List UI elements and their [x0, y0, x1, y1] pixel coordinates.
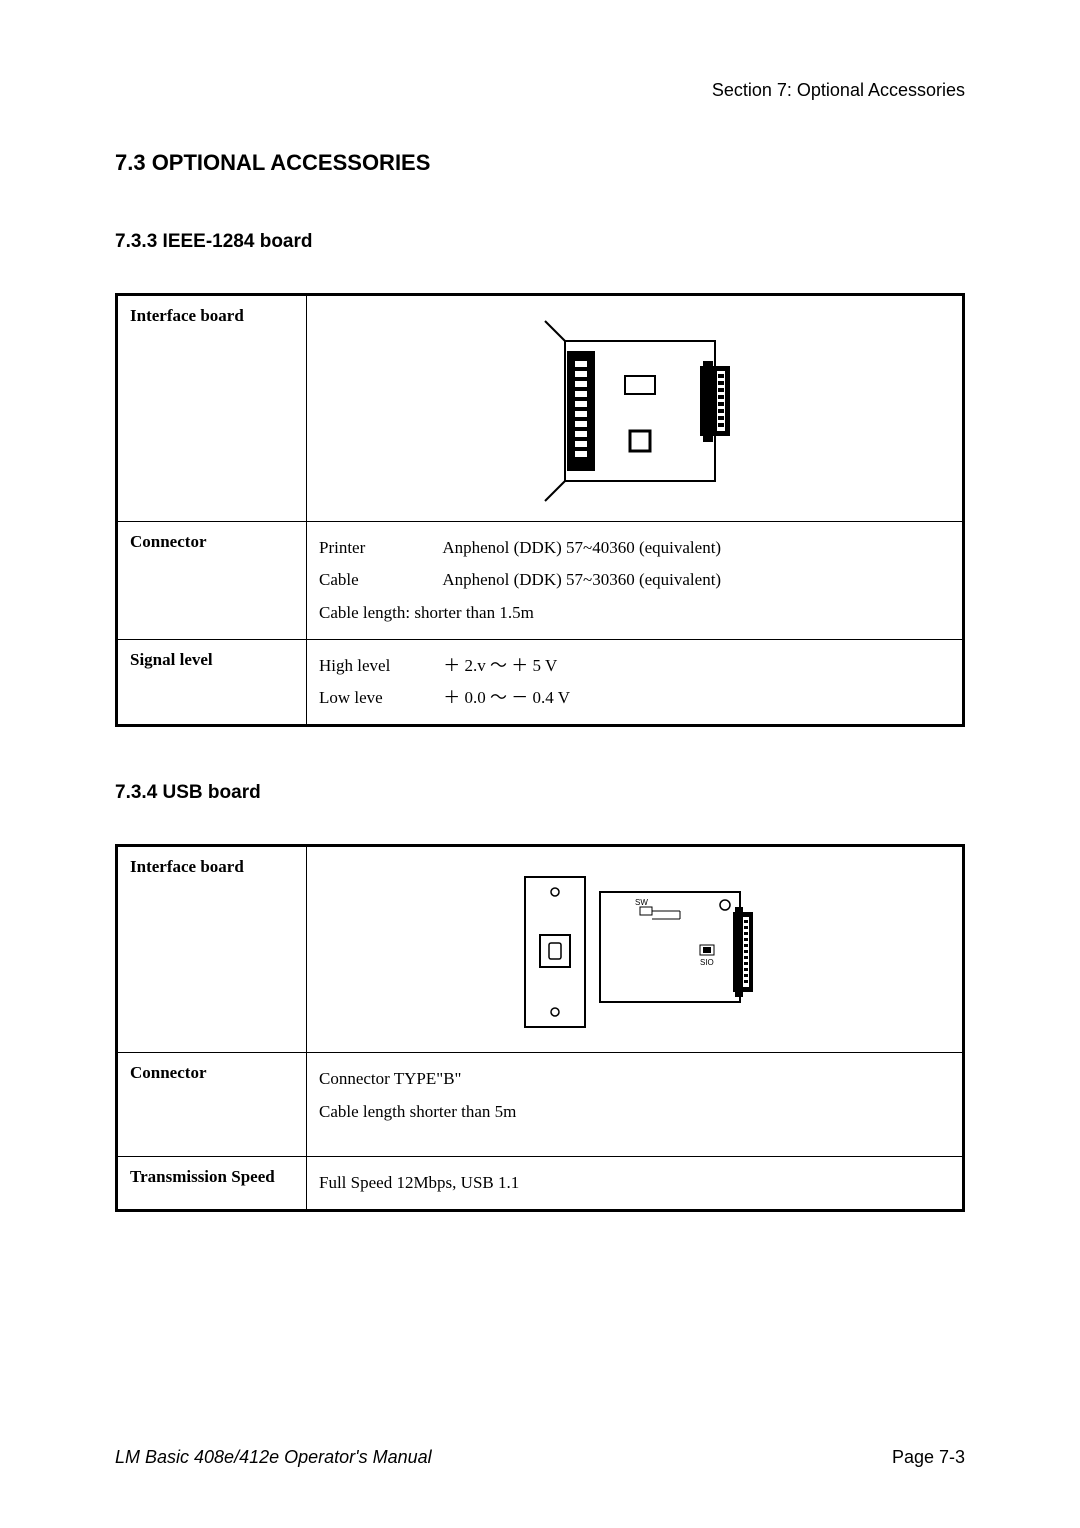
ieee-conn-cable-key: Cable [319, 564, 439, 596]
svg-text:SW: SW [635, 898, 648, 907]
ieee-connector-label: Connector [117, 522, 307, 640]
subsection-usb-title: 7.3.4 USB board [115, 782, 965, 804]
usb-diagram-cell: SW SIO [307, 846, 964, 1053]
page-header-right: Section 7: Optional Accessories [712, 80, 965, 101]
ieee-low-val: ＋ 0.0 ～ － 0.4 V [443, 688, 570, 707]
ieee-board-diagram [505, 306, 765, 506]
usb-cable-length: Cable length shorter than 5m [319, 1096, 950, 1128]
page-footer: LM Basic 408e/412e Operator's Manual Pag… [115, 1447, 965, 1468]
ieee-high-val: ＋ 2.v ～ ＋ 5 V [443, 656, 557, 675]
ieee-signal-value: High level ＋ 2.v ～ ＋ 5 V Low leve ＋ 0.0 … [307, 639, 964, 726]
ieee-low-key: Low leve [319, 682, 439, 714]
footer-manual-title: LM Basic 408e/412e Operator's Manual [115, 1447, 432, 1468]
ieee-conn-printer-key: Printer [319, 532, 439, 564]
usb-speed-value: Full Speed 12Mbps, USB 1.1 [307, 1157, 964, 1211]
svg-text:SIO: SIO [700, 958, 714, 967]
usb-speed-text: Full Speed 12Mbps, USB 1.1 [319, 1167, 950, 1199]
ieee-cable-length: Cable length: shorter than 1.5m [319, 597, 950, 629]
ieee-signal-label: Signal level [117, 639, 307, 726]
ieee-table: Interface board [115, 293, 965, 727]
ieee-conn-cable-val: Anphenol (DDK) 57~30360 (equivalent) [442, 570, 721, 589]
ieee-conn-printer-val: Anphenol (DDK) 57~40360 (equivalent) [442, 538, 721, 557]
ieee-high-key: High level [319, 650, 439, 682]
usb-board-diagram: SW SIO [485, 857, 785, 1037]
ieee-diagram-cell [307, 295, 964, 522]
usb-interface-label: Interface board [117, 846, 307, 1053]
usb-conn-type: Connector TYPE"B" [319, 1063, 950, 1095]
usb-connector-label: Connector [117, 1053, 307, 1157]
usb-table: Interface board SW [115, 844, 965, 1212]
ieee-interface-label: Interface board [117, 295, 307, 522]
section-title: 7.3 OPTIONAL ACCESSORIES [115, 150, 965, 176]
subsection-ieee-title: 7.3.3 IEEE-1284 board [115, 231, 965, 253]
usb-connector-value: Connector TYPE"B" Cable length shorter t… [307, 1053, 964, 1157]
usb-speed-label: Transmission Speed [117, 1157, 307, 1211]
ieee-connector-value: Printer Anphenol (DDK) 57~40360 (equival… [307, 522, 964, 640]
footer-page-number: Page 7-3 [892, 1447, 965, 1468]
